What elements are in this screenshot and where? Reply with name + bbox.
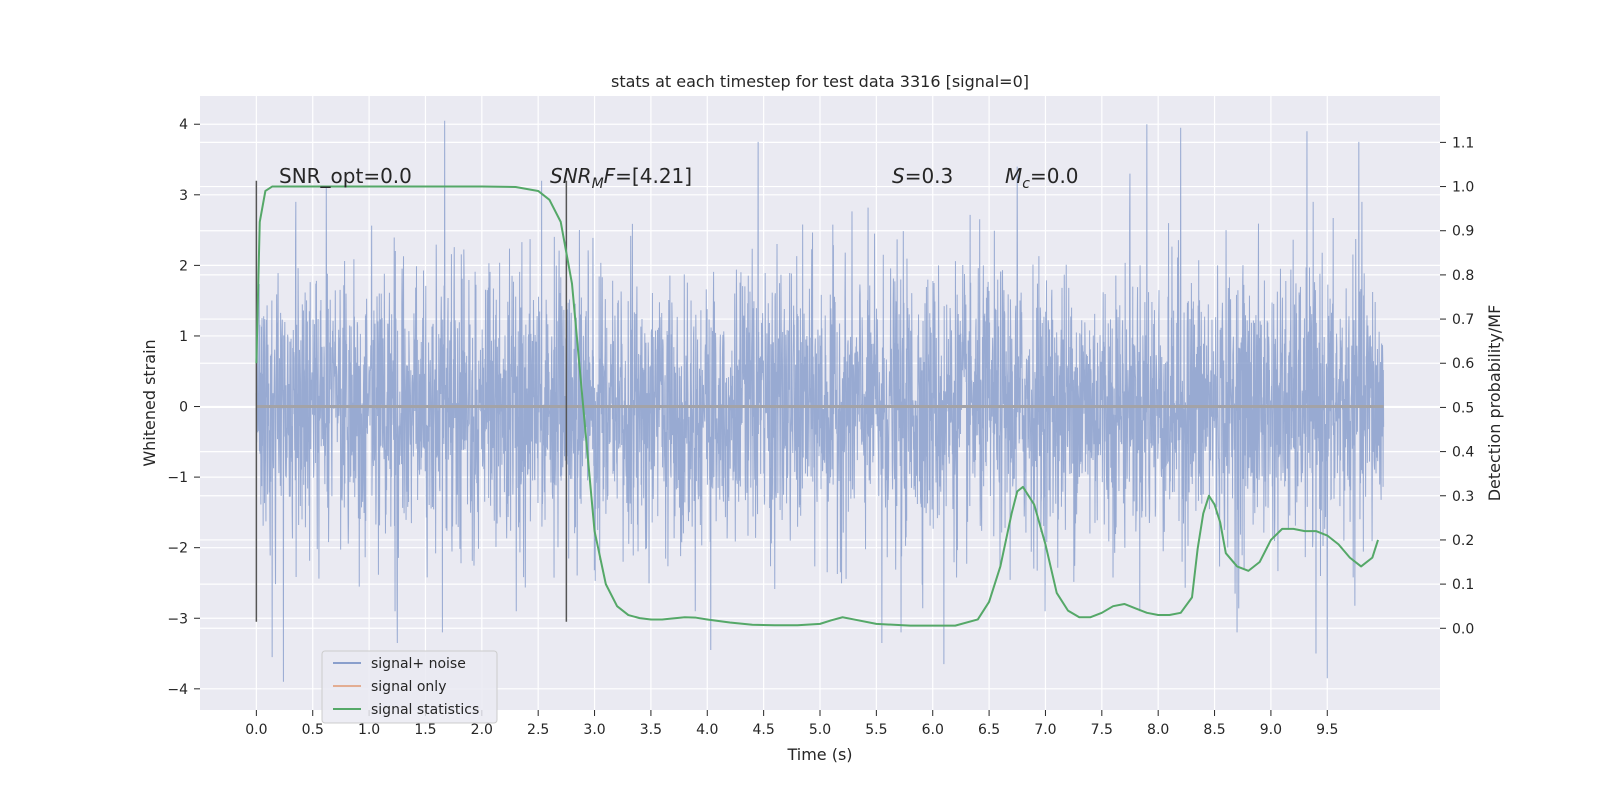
x-tick-label: 5.0 xyxy=(809,722,831,738)
x-tick-label: 1.5 xyxy=(414,722,436,738)
x-tick-label: 9.5 xyxy=(1316,722,1338,738)
legend: signal+ noise signal only signal statist… xyxy=(321,650,498,724)
y-tick-label: 3 xyxy=(179,188,188,204)
x-tick-label: 5.5 xyxy=(865,722,887,738)
x-tick-label: 3.5 xyxy=(640,722,662,738)
legend-label-signal-statistics: signal statistics xyxy=(371,702,479,718)
x-axis-ticks: 0.0 0.5 1.0 1.5 2.0 2.5 3.0 3.5 4.0 4.5 5.0 5.5 6.0 6… xyxy=(245,710,1338,738)
x-tick-label: 8.0 xyxy=(1147,722,1169,738)
y2-tick-label: 0.4 xyxy=(1452,445,1474,461)
x-tick-label: 3.0 xyxy=(583,722,605,738)
x-tick-label: 2.0 xyxy=(471,722,493,738)
y2-tick-label: 0.6 xyxy=(1452,356,1474,372)
x-tick-label: 9.0 xyxy=(1260,722,1282,738)
y2-axis-label: Detection probability/MF xyxy=(1485,305,1504,502)
y-tick-label: 4 xyxy=(179,117,188,133)
y2-tick-label: 0.7 xyxy=(1452,312,1474,328)
y-tick-label: −3 xyxy=(167,611,188,627)
legend-label-signal-only: signal only xyxy=(371,679,446,695)
x-tick-label: 7.0 xyxy=(1034,722,1056,738)
annotation-snr-opt: SNR_opt=0.0 xyxy=(279,164,412,188)
y2-tick-label: 1.0 xyxy=(1452,180,1474,196)
y-tick-label: −1 xyxy=(167,470,188,486)
y2-tick-label: 0.1 xyxy=(1452,577,1474,593)
x-tick-label: 2.5 xyxy=(527,722,549,738)
y2-tick-label: 1.1 xyxy=(1452,135,1474,151)
y2-tick-label: 0.0 xyxy=(1452,621,1474,637)
legend-box xyxy=(321,650,498,724)
y-tick-label: 0 xyxy=(179,400,188,416)
y2-tick-label: 0.2 xyxy=(1452,533,1474,549)
annotation-snr-mf: SNRMF=[4.21] xyxy=(550,164,692,192)
y-axis-label: Whitened strain xyxy=(140,339,159,466)
x-tick-label: 8.5 xyxy=(1203,722,1225,738)
y2-tick-label: 0.9 xyxy=(1452,224,1474,240)
y2-axis-ticks: 1.1 1.0 0.9 0.8 0.7 0.6 0.5 0.4 0.3 0.2 0.1 0.0 xyxy=(1440,135,1474,637)
x-tick-label: 0.5 xyxy=(302,722,324,738)
series-signal-noise xyxy=(255,120,1385,682)
series-signal-statistics xyxy=(255,185,1379,627)
annotations: SNR_opt=0.0 SNRMF=[4.21] S=0.3 Mc=0.0 xyxy=(279,164,1079,192)
annotation-snr-mf-value: =[4.21] xyxy=(615,164,692,188)
annotation-s-value: =0.3 xyxy=(905,164,954,188)
legend-label-signal-noise: signal+ noise xyxy=(371,656,466,672)
y2-tick-label: 0.8 xyxy=(1452,268,1474,284)
annotation-s: S=0.3 xyxy=(892,164,953,188)
x-tick-label: 0.0 xyxy=(245,722,267,738)
x-tick-label: 6.0 xyxy=(922,722,944,738)
x-tick-label: 7.5 xyxy=(1091,722,1113,738)
signal-statistics-line xyxy=(255,185,1379,627)
y-tick-label: 1 xyxy=(179,329,188,345)
x-tick-label: 4.5 xyxy=(753,722,775,738)
signal-noise-line xyxy=(255,120,1385,682)
annotation-mc-value: =0.0 xyxy=(1030,164,1079,188)
x-tick-label: 6.5 xyxy=(978,722,1000,738)
y-tick-label: −2 xyxy=(167,541,188,557)
y-tick-label: −4 xyxy=(167,682,188,698)
y-axis-ticks: 4 3 2 1 0 −1 −2 −3 −4 xyxy=(167,117,200,698)
x-axis-label: Time (s) xyxy=(786,745,852,764)
y2-tick-label: 0.5 xyxy=(1452,400,1474,416)
y2-tick-label: 0.3 xyxy=(1452,489,1474,505)
x-tick-label: 4.0 xyxy=(696,722,718,738)
x-tick-label: 1.0 xyxy=(358,722,380,738)
y-tick-label: 2 xyxy=(179,258,188,274)
annotation-mc: Mc=0.0 xyxy=(1005,164,1079,192)
chart-title: stats at each timestep for test data 331… xyxy=(611,72,1029,91)
